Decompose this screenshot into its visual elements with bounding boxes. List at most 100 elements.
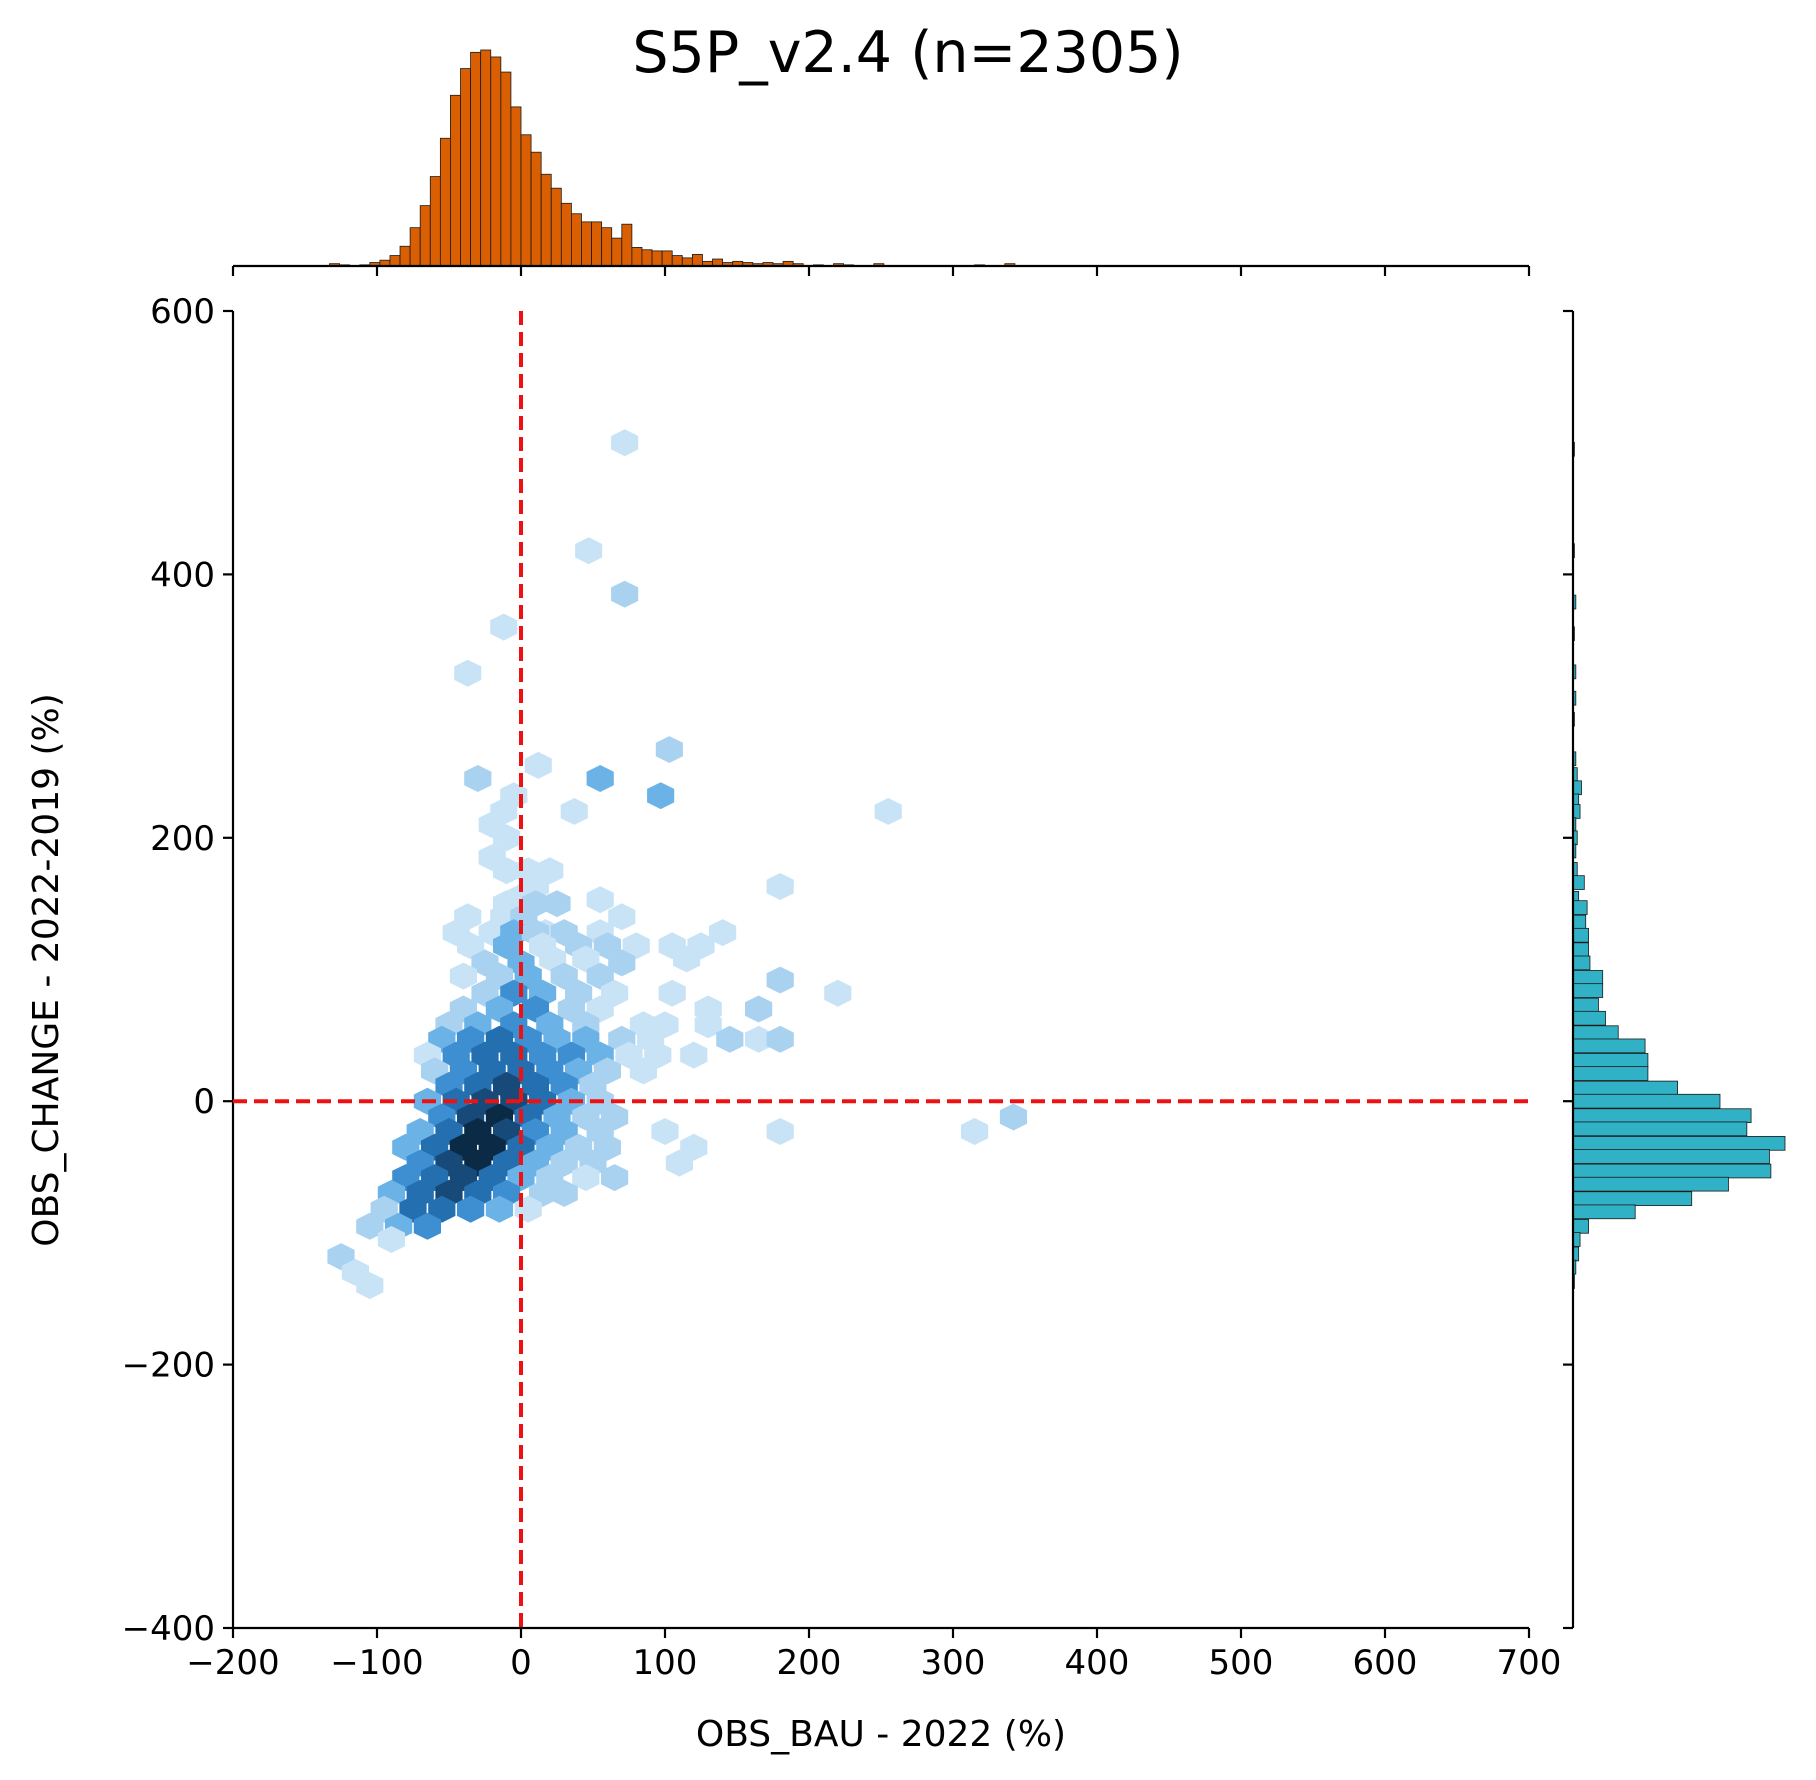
- hexbin-cell: [874, 798, 902, 825]
- y-marginal-bar: [1572, 900, 1588, 915]
- hexbin-cell: [493, 857, 521, 885]
- hexbin-cell: [457, 932, 485, 960]
- y-tick-label: 600: [150, 292, 215, 332]
- y-tick-label: 200: [150, 819, 215, 859]
- hexbin-cell: [745, 1025, 773, 1053]
- y-tick-label: 0: [193, 1082, 215, 1122]
- x-marginal-bar: [601, 227, 613, 267]
- hexbin-cell: [766, 1118, 794, 1145]
- hexbin-cell: [572, 1164, 600, 1192]
- x-tick-label: 400: [1065, 1643, 1130, 1683]
- x-marginal-bar: [651, 250, 663, 267]
- hexbin-cell: [413, 1212, 441, 1240]
- hexbin-cell: [608, 949, 636, 977]
- x-tick-label: 200: [777, 1643, 842, 1683]
- x-marginal-bar: [409, 227, 421, 267]
- x-marginal-bar: [621, 223, 633, 267]
- hexbin-cell: [601, 1164, 629, 1192]
- y-marginal-bar: [1572, 1108, 1752, 1124]
- hexbin-cell: [622, 932, 650, 960]
- hexbin-cell: [655, 736, 683, 763]
- y-marginal-bar: [1572, 955, 1591, 971]
- chart-title: S5P_v2.4 (n=2305): [632, 20, 1184, 86]
- hexbin-cell: [356, 1212, 384, 1240]
- y-marginal-bar: [1572, 1093, 1721, 1109]
- main-axes: [231, 311, 1529, 1630]
- hexbin-cell: [543, 890, 571, 918]
- hexbin-cell: [524, 751, 552, 779]
- hexbin-cell: [493, 824, 521, 852]
- hexbin-cell: [673, 945, 701, 973]
- hexbin-cell: [572, 945, 600, 973]
- hexbin-cell: [428, 1195, 456, 1223]
- y-marginal-bar: [1572, 1053, 1649, 1068]
- y-marginal-bar: [1572, 997, 1599, 1013]
- x-marginal-bar: [419, 205, 431, 267]
- hexbin-cell: [493, 932, 521, 960]
- hexbin-cell: [586, 886, 614, 914]
- y-marginal-bar: [1572, 1163, 1772, 1179]
- y-axis-label: OBS_CHANGE - 2022-2019 (%): [26, 693, 67, 1247]
- x-tick-label: −200: [186, 1643, 279, 1683]
- x-marginal-bar: [530, 151, 542, 267]
- hexbin-cell: [766, 1025, 794, 1053]
- x-marginal-bar: [520, 134, 532, 267]
- x-marginal-bar: [460, 68, 471, 267]
- hexbin-cell: [356, 1272, 384, 1300]
- hexbin-cell: [550, 962, 578, 990]
- hexbin-cell: [454, 659, 482, 687]
- x-marginal-bar: [500, 71, 512, 267]
- x-marginal-bar: [581, 221, 592, 267]
- hexbin-cell: [490, 613, 518, 641]
- hexbin-cell: [680, 1041, 708, 1069]
- x-tick-label: 300: [921, 1643, 986, 1683]
- hexbin-layer: [327, 429, 1027, 1300]
- x-tick-label: 500: [1209, 1643, 1274, 1683]
- x-marginal-bar: [490, 56, 502, 267]
- hexbin-cell: [611, 580, 639, 608]
- hexbin-cell: [961, 1118, 989, 1145]
- hexbin-cell: [608, 903, 636, 931]
- y-marginal-bar: [1572, 1176, 1729, 1192]
- y-marginal-ticks: [1563, 309, 1573, 1630]
- x-marginal-bar: [560, 202, 572, 267]
- hexbin-cell: [560, 798, 588, 825]
- x-marginal-bar: [550, 187, 562, 267]
- hexbin-cell: [399, 1195, 427, 1223]
- x-tick-label: 100: [633, 1643, 698, 1683]
- y-marginal-bar: [1572, 942, 1589, 958]
- x-marginal-bar: [671, 255, 683, 267]
- hexbin-cell: [999, 1103, 1027, 1131]
- x-marginal-bar: [571, 213, 582, 267]
- hexbin-cell: [647, 782, 675, 810]
- hexbin-cell: [575, 537, 603, 565]
- y-marginal-bar: [1572, 875, 1585, 890]
- hexbin-cell: [658, 979, 686, 1007]
- hexbin-cell: [485, 1195, 513, 1223]
- x-axis-label: OBS_BAU - 2022 (%): [696, 1714, 1066, 1755]
- y-marginal-bar: [1572, 927, 1589, 943]
- x-marginal-bar: [661, 250, 673, 267]
- hexbin-cell: [370, 1195, 398, 1223]
- x-tick-label: 0: [510, 1643, 532, 1683]
- x-marginal-bar: [631, 247, 643, 267]
- y-marginal-bar: [1572, 1204, 1636, 1220]
- hexbin-cell: [651, 1118, 679, 1145]
- x-marginal-bar: [641, 249, 653, 267]
- x-marginal-ticks: [231, 266, 1531, 276]
- hexbin-cell: [694, 1011, 722, 1039]
- y-marginal-bar: [1572, 1038, 1646, 1054]
- x-tick-label: −100: [330, 1643, 423, 1683]
- x-marginal-bar: [450, 94, 461, 267]
- y-marginal-bar: [1572, 780, 1582, 796]
- hexbin-cell: [457, 1195, 485, 1223]
- y-marginal-bar: [1572, 1080, 1678, 1096]
- y-marginal-bar: [1572, 970, 1604, 985]
- hexbin-cell: [766, 873, 794, 900]
- y-marginal-bar: [1572, 1191, 1693, 1206]
- x-marginal-bar: [540, 173, 552, 267]
- y-marginal-bar: [1572, 914, 1587, 930]
- hexbin-cell: [629, 1057, 657, 1085]
